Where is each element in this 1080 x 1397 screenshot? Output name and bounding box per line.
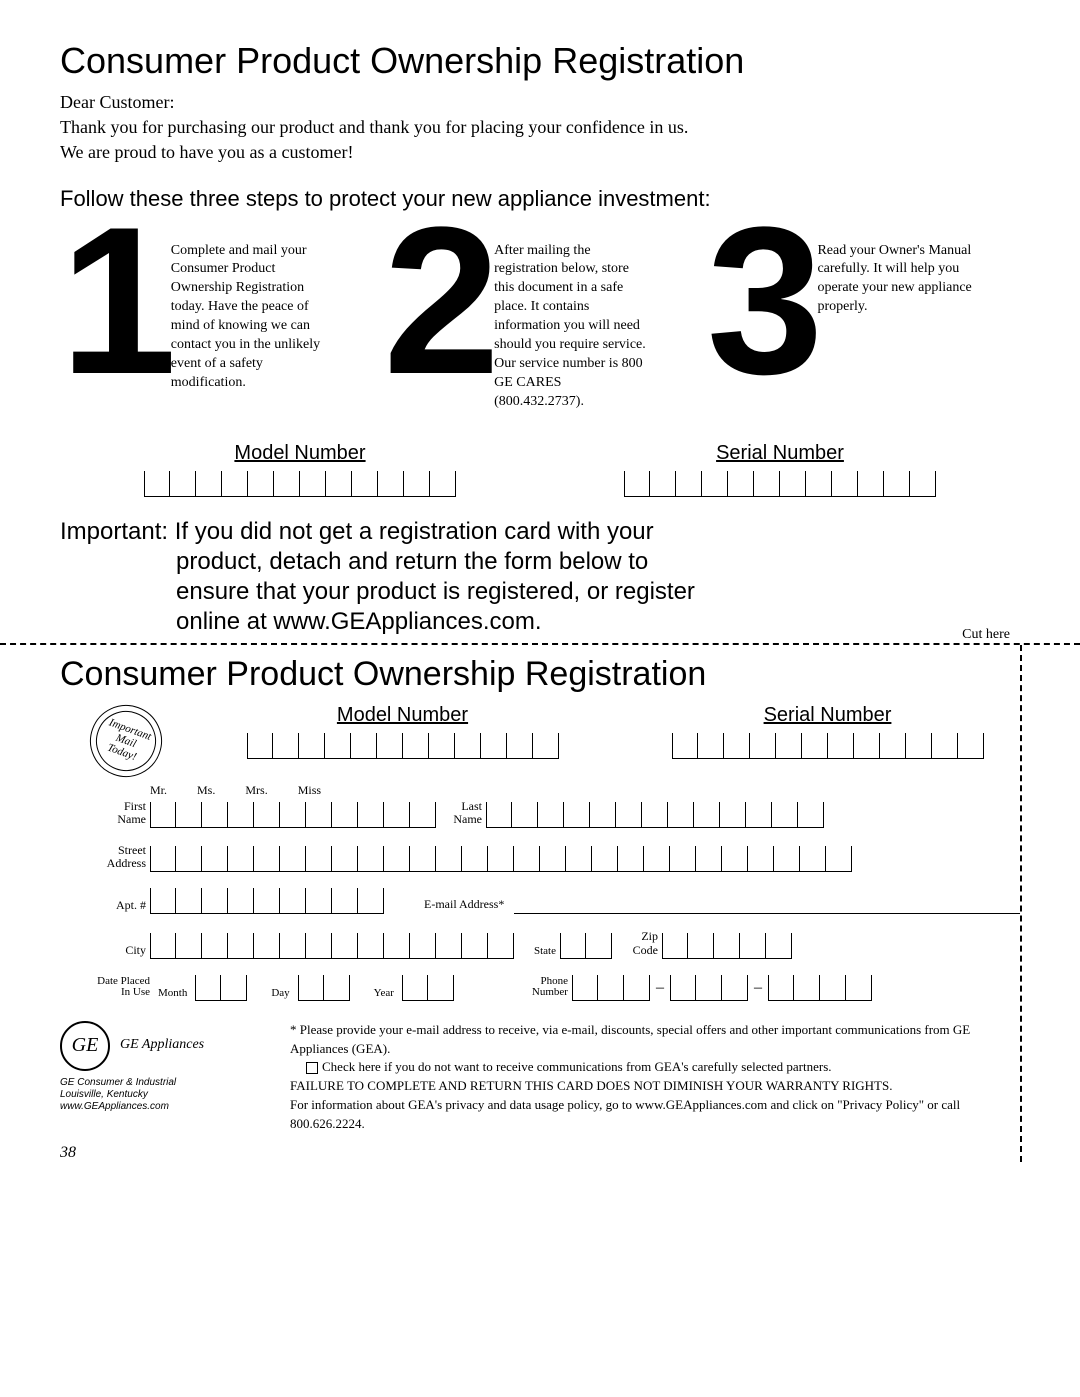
step-2-number: 2 — [383, 222, 490, 380]
model-number-label: Model Number — [234, 442, 365, 465]
year-input[interactable] — [402, 975, 454, 1001]
street-input[interactable] — [150, 846, 852, 872]
phone-line-input[interactable] — [768, 975, 872, 1001]
thanks-line-1: Thank you for purchasing our product and… — [60, 115, 1020, 140]
year-label: Year — [354, 987, 398, 1001]
important-line-2: product, detach and return the form belo… — [176, 547, 1000, 577]
form-model-serial: Model Number Serial Number — [210, 704, 1020, 759]
thanks-line-2: We are proud to have you as a customer! — [60, 140, 1020, 165]
steps-row: 1 Complete and mail your Consumer Produc… — [60, 222, 1020, 412]
serial-number-boxes[interactable] — [560, 471, 1000, 497]
step-1-number: 1 — [60, 222, 167, 380]
phone-label: PhoneNumber — [458, 976, 568, 1001]
footer: GE GE Appliances GE Consumer & Industria… — [60, 1021, 1020, 1134]
state-input[interactable] — [560, 933, 612, 959]
ge-brand: GE Appliances — [120, 1037, 270, 1053]
ge-logo-icon: GE — [60, 1021, 110, 1071]
optout-checkbox[interactable] — [306, 1062, 318, 1074]
step-2: 2 After mailing the registration below, … — [383, 222, 696, 412]
important-notice: Important: If you did not get a registra… — [60, 517, 1000, 637]
apt-input[interactable] — [150, 888, 384, 914]
first-name-label: FirstName — [80, 800, 150, 828]
ge-addr-2: Louisville, Kentucky — [60, 1089, 270, 1101]
disclaimer-4: For information about GEA's privacy and … — [290, 1096, 1020, 1134]
step-3: 3 Read your Owner's Manual carefully. It… — [707, 222, 1020, 412]
page-title: Consumer Product Ownership Registration — [60, 40, 1020, 82]
follow-instructions: Follow these three steps to protect your… — [60, 186, 1020, 212]
title-miss[interactable]: Miss — [298, 783, 321, 798]
model-number-boxes[interactable] — [80, 471, 520, 497]
email-label: E-mail Address* — [414, 897, 506, 914]
important-line-3: ensure that your product is registered, … — [176, 577, 1000, 607]
greeting: Dear Customer: — [60, 90, 1020, 115]
step-1-text: Complete and mail your Consumer Product … — [167, 222, 327, 393]
month-input[interactable] — [195, 975, 247, 1001]
phone-area-input[interactable] — [572, 975, 650, 1001]
city-label: City — [80, 944, 150, 959]
day-input[interactable] — [298, 975, 350, 1001]
phone-dash-2: – — [752, 979, 764, 1001]
page-number: 38 — [60, 1144, 1020, 1162]
email-input[interactable] — [514, 896, 1020, 914]
form-serial-boxes[interactable] — [635, 733, 1020, 759]
month-label: Month — [154, 987, 191, 1001]
ge-addr-1: GE Consumer & Industrial — [60, 1077, 270, 1089]
form-serial-label: Serial Number — [764, 704, 892, 727]
step-3-text: Read your Owner's Manual carefully. It w… — [813, 222, 973, 318]
mail-today-stamp: ImportantMailToday! — [90, 705, 162, 777]
title-options: Mr. Ms. Mrs. Miss — [150, 783, 1020, 798]
state-label: State — [514, 945, 560, 959]
right-cut-line — [1020, 645, 1022, 1162]
form-model-label: Model Number — [337, 704, 468, 727]
greeting-block: Dear Customer: Thank you for purchasing … — [60, 90, 1020, 166]
phone-prefix-input[interactable] — [670, 975, 748, 1001]
title-mr[interactable]: Mr. — [150, 783, 167, 798]
day-label: Day — [251, 987, 293, 1001]
form-model-boxes[interactable] — [210, 733, 595, 759]
zip-label: ZipCode — [612, 930, 662, 958]
date-placed-label: Date PlacedIn Use — [80, 976, 150, 1001]
city-input[interactable] — [150, 933, 514, 959]
step-1: 1 Complete and mail your Consumer Produc… — [60, 222, 373, 412]
important-line-1: If you did not get a registration card w… — [175, 518, 654, 545]
title-ms[interactable]: Ms. — [197, 783, 215, 798]
last-name-input[interactable] — [486, 802, 824, 828]
step-3-number: 3 — [707, 222, 814, 380]
ge-addr-3: www.GEAppliances.com — [60, 1101, 270, 1113]
apt-label: Apt. # — [80, 899, 150, 914]
model-serial-top: Model Number Serial Number — [80, 442, 1000, 497]
registration-form: Consumer Product Ownership Registration … — [60, 645, 1020, 1162]
cut-here-label: Cut here — [962, 627, 1010, 643]
disclaimer-3: FAILURE TO COMPLETE AND RETURN THIS CARD… — [290, 1077, 1020, 1096]
phone-dash-1: – — [654, 979, 666, 1001]
street-label: StreetAddress — [80, 844, 150, 872]
first-name-input[interactable] — [150, 802, 436, 828]
disclaimer-1: * Please provide your e-mail address to … — [290, 1021, 1020, 1059]
zip-input[interactable] — [662, 933, 792, 959]
serial-number-label: Serial Number — [716, 442, 844, 465]
step-2-text: After mailing the registration below, st… — [490, 222, 650, 412]
form-title: Consumer Product Ownership Registration — [60, 655, 1020, 694]
important-lead: Important: — [60, 518, 168, 545]
last-name-label: LastName — [436, 800, 486, 828]
disclaimer-2: Check here if you do not want to receive… — [322, 1059, 832, 1074]
title-mrs[interactable]: Mrs. — [245, 783, 267, 798]
important-line-4: online at www.GEAppliances.com. — [176, 607, 1000, 637]
